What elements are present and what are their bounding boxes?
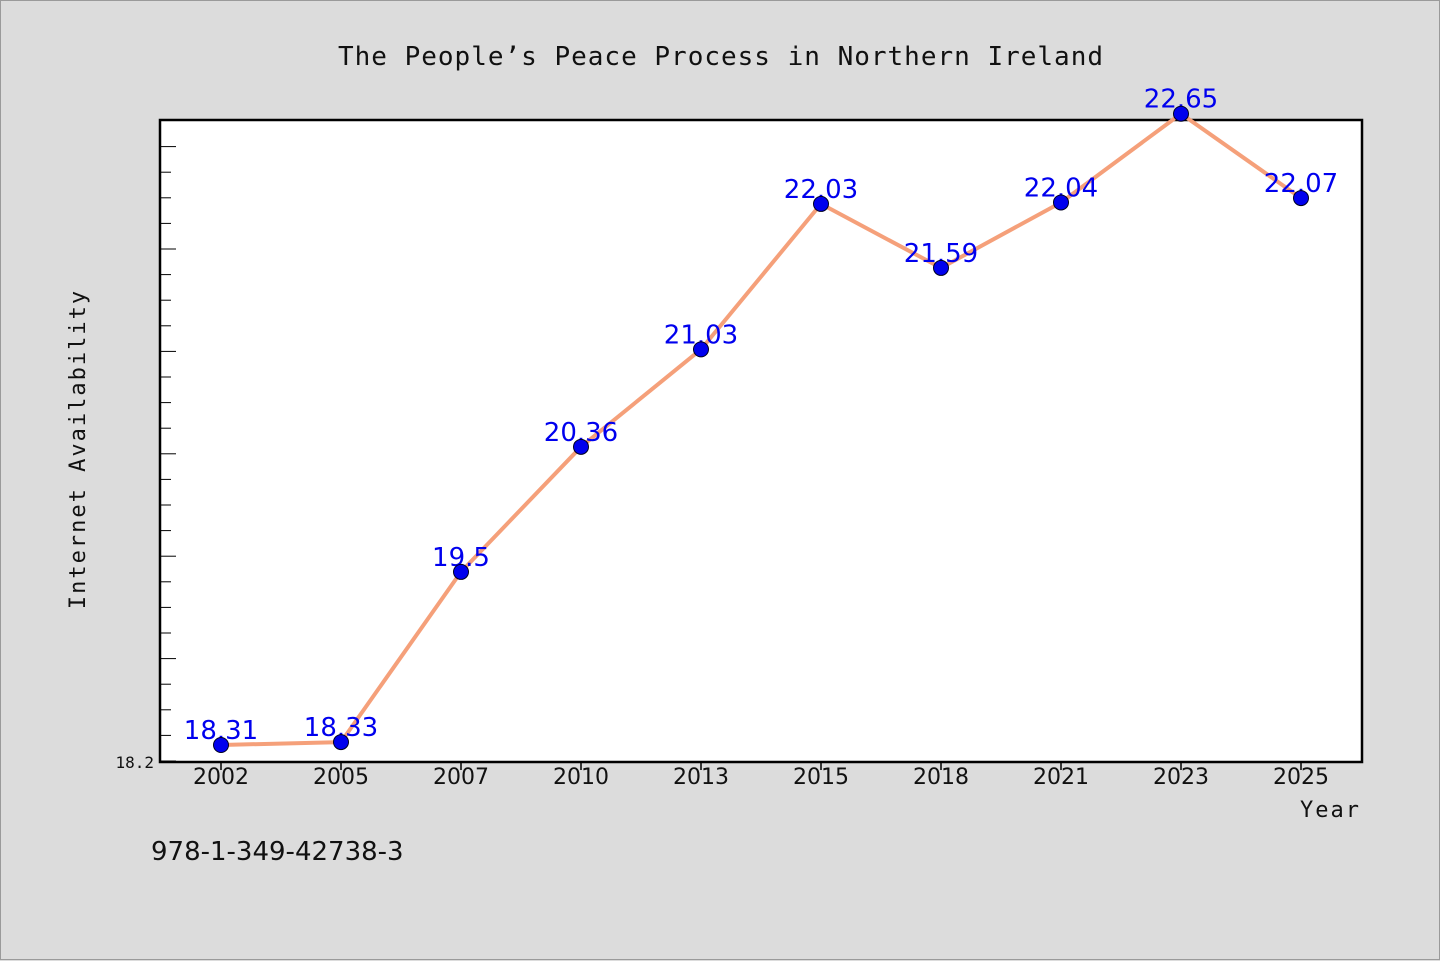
data-point [813,195,829,212]
data-point [453,563,469,580]
x-axis-label: Year [1300,798,1361,823]
x-tick-label: 2005 [313,765,369,790]
y-axis-min-label: 18.2 [115,753,154,772]
x-tick-label: 2010 [553,765,609,790]
y-axis-ticks [161,146,176,762]
x-tick-label: 2025 [1273,765,1329,790]
x-tick-label: 2013 [673,765,729,790]
data-point [933,259,949,276]
x-axis-ticks [220,762,1302,770]
x-tick-label: 2021 [1033,765,1089,790]
x-axis-tick-labels: 2002 2005 2007 2010 2013 2015 2018 2021 2023 2025 [193,765,1329,790]
y-axis-label: Internet Availability [66,289,91,609]
data-point [1053,194,1069,211]
series-group: 18.31 18.3319.520.3621.0322.0321.5922.042… [184,85,1338,753]
x-tick-label: 2023 [1153,765,1209,790]
x-tick-label: 2002 [193,765,249,790]
data-point [213,737,229,753]
x-tick-label: 2007 [433,765,489,790]
data-point [573,438,589,455]
chart-title: The People’s Peace Process in Northern I… [338,42,1104,72]
data-point [1173,105,1189,122]
series-line [220,111,1303,747]
plot-area [158,118,1364,764]
data-point [693,341,709,358]
data-point [333,734,349,751]
x-tick-label: 2018 [913,765,969,790]
x-tick-label: 2015 [793,765,849,790]
isbn-footer: 978-1-349-42738-3 [151,837,404,867]
data-point [1293,190,1309,207]
